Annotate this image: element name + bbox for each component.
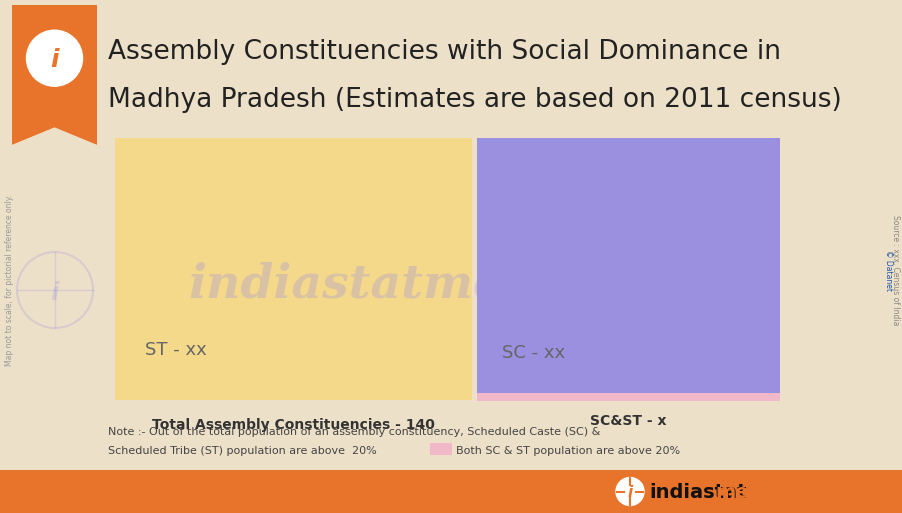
Text: media: media xyxy=(715,483,782,502)
FancyBboxPatch shape xyxy=(0,470,902,513)
Text: Both SC & ST population are above 20%: Both SC & ST population are above 20% xyxy=(456,446,680,456)
FancyBboxPatch shape xyxy=(477,393,780,401)
Text: SC - xx: SC - xx xyxy=(502,344,566,362)
Text: Scheduled Tribe (ST) population are above  20%: Scheduled Tribe (ST) population are abov… xyxy=(108,446,377,456)
Polygon shape xyxy=(12,128,97,145)
Text: i: i xyxy=(51,281,60,305)
Text: indiastat: indiastat xyxy=(649,483,747,502)
Text: Map not to scale, for pictorial reference only.: Map not to scale, for pictorial referenc… xyxy=(5,194,14,366)
Text: © Datanet: © Datanet xyxy=(883,249,892,290)
Circle shape xyxy=(26,30,82,86)
Circle shape xyxy=(616,478,644,505)
Text: Note :- Out of the total population of an assembly constituency, Scheduled Caste: Note :- Out of the total population of a… xyxy=(108,427,601,437)
FancyBboxPatch shape xyxy=(430,443,452,455)
Polygon shape xyxy=(12,110,97,145)
FancyBboxPatch shape xyxy=(477,138,780,393)
Text: indiastatmedia.com: indiastatmedia.com xyxy=(189,262,712,308)
Text: Source : xxx, Census of India: Source : xxx, Census of India xyxy=(890,215,899,325)
Text: SC&ST - x: SC&ST - x xyxy=(590,414,667,428)
Text: i: i xyxy=(51,48,59,72)
FancyBboxPatch shape xyxy=(12,5,97,110)
Text: Total Assembly Constituencies - 140: Total Assembly Constituencies - 140 xyxy=(152,418,435,432)
Text: Madhya Pradesh (Estimates are based on 2011 census): Madhya Pradesh (Estimates are based on 2… xyxy=(108,87,842,113)
Text: ST - xx: ST - xx xyxy=(145,341,207,359)
FancyBboxPatch shape xyxy=(115,138,472,400)
Text: i: i xyxy=(628,485,632,500)
Text: Assembly Constituencies with Social Dominance in: Assembly Constituencies with Social Domi… xyxy=(108,39,781,65)
